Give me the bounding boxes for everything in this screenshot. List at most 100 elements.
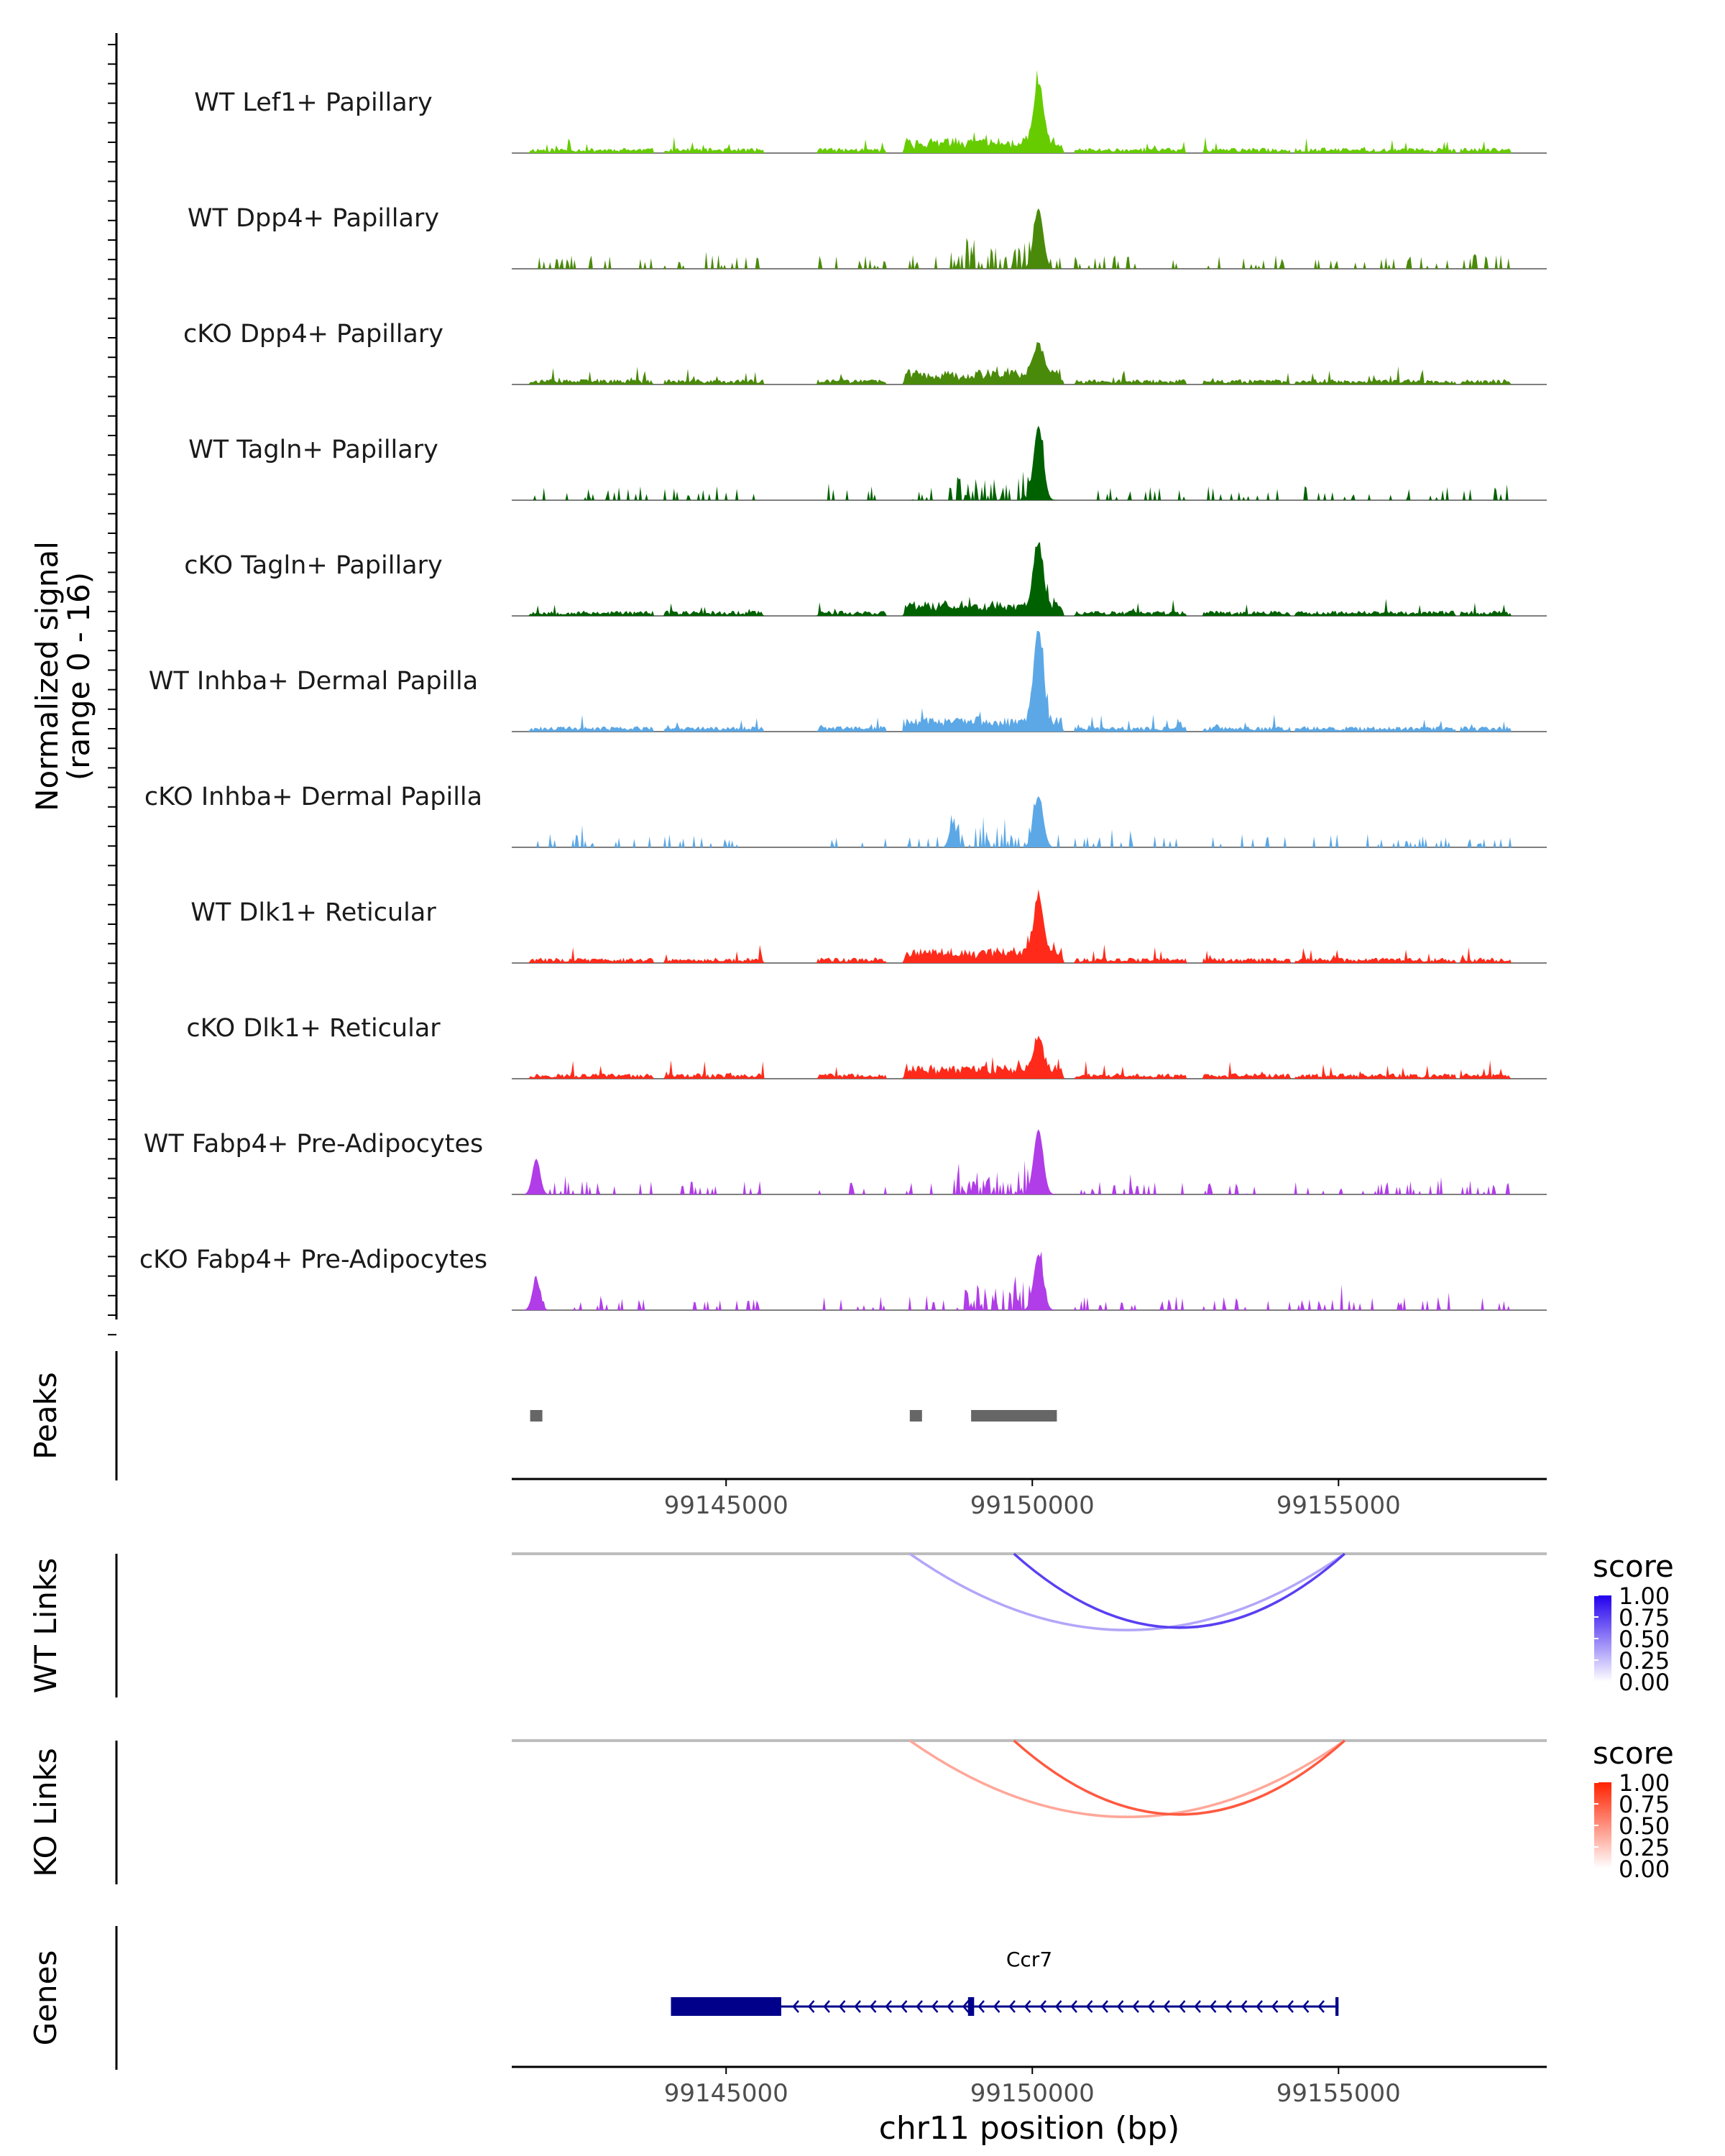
strand-arrow [1039,2000,1046,2013]
legend-tick-label: 1.00 [1619,1583,1670,1610]
strand-arrow [900,2000,908,2013]
strand-arrow [1132,2000,1139,2013]
strand-arrow [1302,2000,1310,2013]
x-tick-label: 99150000 [970,2079,1095,2108]
strand-arrow [993,2000,1000,2013]
x-axis-bottom: 99145000 99150000 99155000 [512,2065,1547,2108]
track-label: WT Fabp4+ Pre-Adipocytes [144,1130,483,1158]
track-label: cKO Fabp4+ Pre-Adipocytes [139,1245,487,1274]
track-signal-area [512,341,1547,384]
x-axis-label: chr11 position (bp) [879,2110,1180,2147]
legend-tick-label: 0.75 [1619,1604,1670,1631]
track-signal-area [512,631,1547,732]
link-arc [908,1739,1346,1818]
strand-arrow [1240,2000,1248,2013]
strand-arrow [1116,2000,1124,2013]
track-signal-area [512,796,1547,847]
track-7: cKO Inhba+ Dermal Papilla [144,783,1547,848]
track-signal-area [512,542,1547,616]
x-tick-label: 99155000 [1276,1491,1401,1520]
track-5: cKO Tagln+ Papillary [184,542,1547,617]
strand-arrow [807,2000,815,2013]
strand-arrow [1101,2000,1108,2013]
strand-arrow [1024,2000,1031,2013]
track-9: cKO Dlk1+ Reticular [186,1014,1547,1079]
track-label: WT Lef1+ Papillary [194,88,433,117]
track-1: WT Lef1+ Papillary [194,70,1547,154]
strand-arrow [978,2000,985,2013]
legend-tick-label: 0.75 [1619,1791,1670,1818]
strand-arrow [1194,2000,1201,2013]
legend-title: score [1593,1736,1674,1771]
track-label: cKO Tagln+ Papillary [184,551,443,580]
strand-arrow [885,2000,892,2013]
signal-y-label: Normalized signal [29,541,65,811]
gene-Ccr7: Ccr7 [671,1948,1339,2016]
track-label: WT Dpp4+ Papillary [188,204,439,233]
peaks-label: Peaks [28,1372,63,1460]
legend-tick-label: 1.00 [1619,1769,1670,1797]
strand-arrow [1178,2000,1186,2013]
track-6: WT Inhba+ Dermal Papilla [149,631,1547,732]
strand-arrow [1163,2000,1170,2013]
x-tick-label: 99150000 [970,1491,1095,1520]
signal-panel: Normalized signal (range 0 - 16) WT Lef1… [29,33,1547,1336]
legend-tick-label: 0.25 [1619,1647,1670,1674]
track-label: WT Dlk1+ Reticular [190,898,436,927]
x-tick-label: 99155000 [1276,2079,1401,2108]
links-label: KO Links [28,1748,63,1877]
track-3: cKO Dpp4+ Papillary [183,320,1547,385]
genes-panel: Genes Ccr7 [28,1926,1339,2070]
strand-arrow [1070,2000,1077,2013]
legend-tick-label: 0.00 [1619,1856,1670,1883]
strand-arrow [1054,2000,1062,2013]
strand-arrow [869,2000,877,2013]
signal-tracks: WT Lef1+ Papillary WT Dpp4+ Papillary cKO … [139,70,1547,1311]
legend-tick-label: 0.50 [1619,1626,1670,1653]
peak-box [530,1410,543,1422]
gene-exon [671,1997,781,2016]
genes-label: Genes [28,1950,63,2046]
track-10: WT Fabp4+ Pre-Adipocytes [144,1129,1547,1195]
track-signal-area [512,889,1547,963]
track-label: cKO Inhba+ Dermal Papilla [144,783,482,811]
track-11: cKO Fabp4+ Pre-Adipocytes [139,1245,1547,1311]
track-signal-area [512,1036,1547,1079]
peak-box [971,1410,1057,1422]
track-4: WT Tagln+ Papillary [188,425,1547,501]
gene-exon [1335,1997,1339,2016]
track-label: WT Inhba+ Dermal Papilla [149,667,478,696]
strand-arrow [916,2000,923,2013]
legend-tick-label: 0.00 [1619,1669,1670,1696]
track-label: cKO Dpp4+ Papillary [183,320,443,349]
x-axis-top: 99145000 99150000 99155000 [512,1478,1547,1520]
track-signal-area [512,1129,1547,1194]
strand-arrow [962,2000,970,2013]
link-arc [1013,1739,1346,1816]
strand-arrow [854,2000,861,2013]
peaks-panel: Peaks [28,1351,1057,1480]
strand-arrow [838,2000,846,2013]
legend-tick-label: 0.25 [1619,1834,1670,1861]
link-arc [1013,1552,1346,1629]
strand-arrow [931,2000,939,2013]
gene-exon [967,1997,975,2016]
track-signal-area [512,70,1547,153]
strand-arrow [1085,2000,1093,2013]
strand-arrow [1271,2000,1279,2013]
strand-arrow [1287,2000,1294,2013]
legend-title: score [1593,1549,1674,1584]
track-signal-area [512,208,1547,269]
gene-models: Ccr7 [671,1948,1339,2016]
x-tick-label: 99145000 [664,2079,788,2108]
track-label: WT Tagln+ Papillary [188,436,438,464]
track-2: WT Dpp4+ Papillary [188,204,1547,270]
strand-arrow [1317,2000,1325,2013]
strand-arrow [823,2000,830,2013]
legend-tick-label: 0.50 [1619,1812,1670,1840]
strand-arrow [1209,2000,1217,2013]
